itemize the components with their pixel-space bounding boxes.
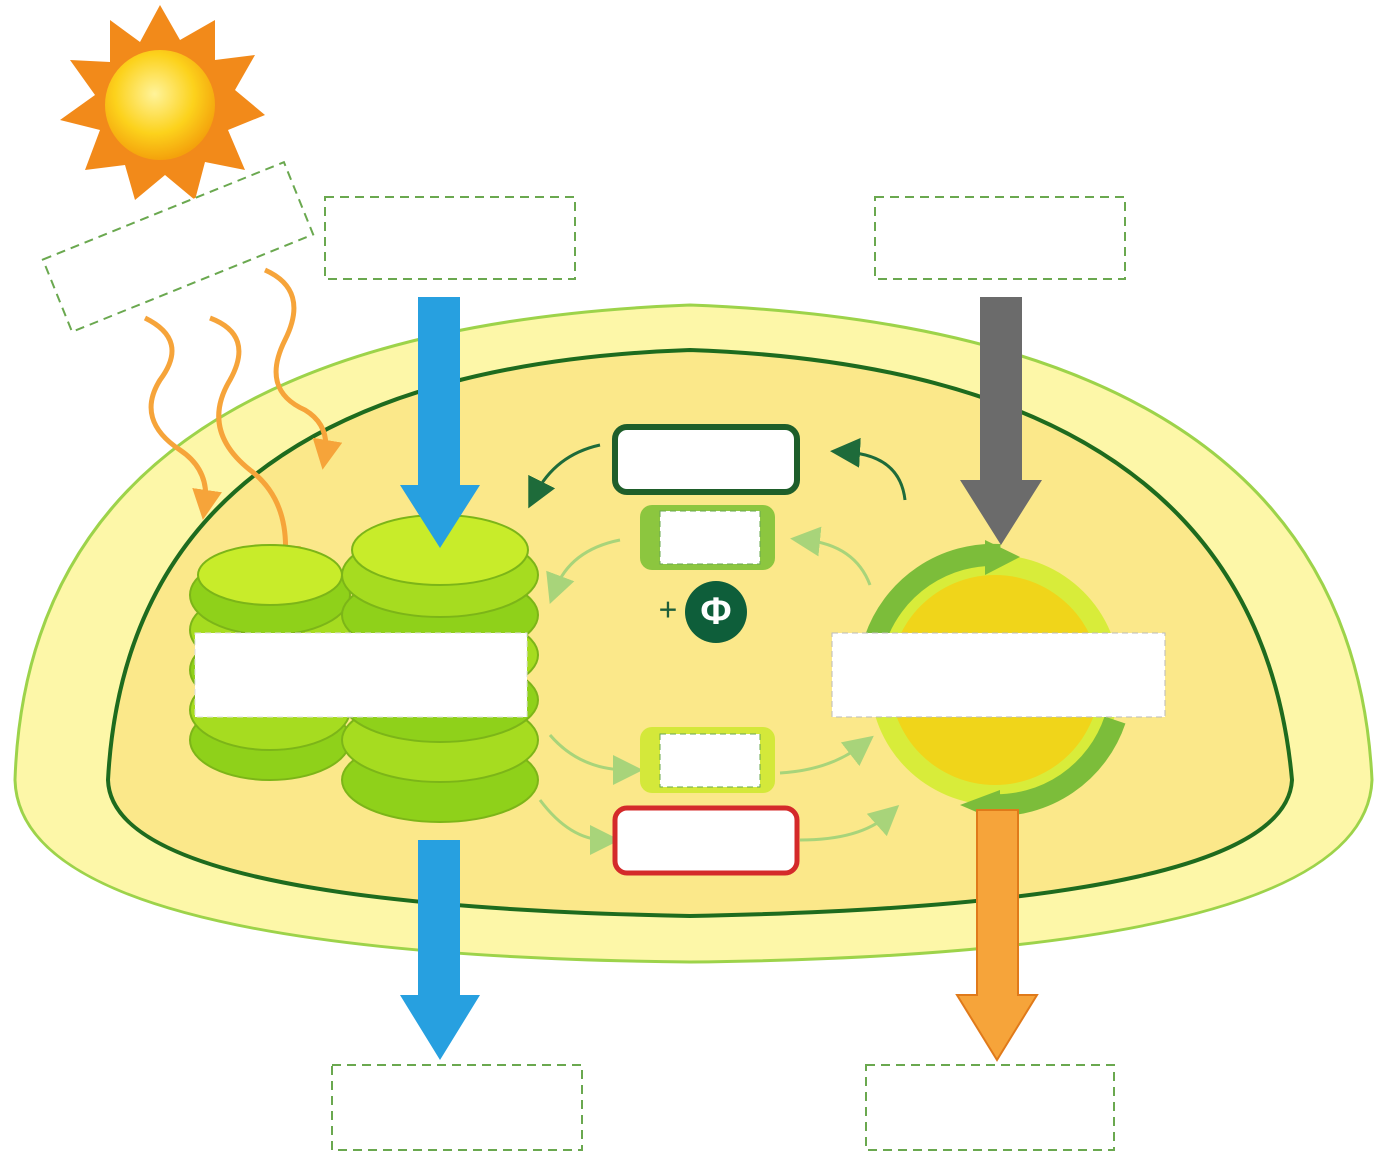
phosphate-symbol: Φ [700, 591, 731, 633]
sun [60, 5, 265, 200]
thylakoid-label-box [195, 633, 527, 717]
page: {"phosphate": {"plus": "+", "symbol": "Φ… [0, 0, 1376, 1153]
plus-sign: + [659, 591, 678, 627]
calvin-label-box [832, 633, 1165, 717]
photosynthesis-diagram: + Φ [0, 0, 1376, 1153]
